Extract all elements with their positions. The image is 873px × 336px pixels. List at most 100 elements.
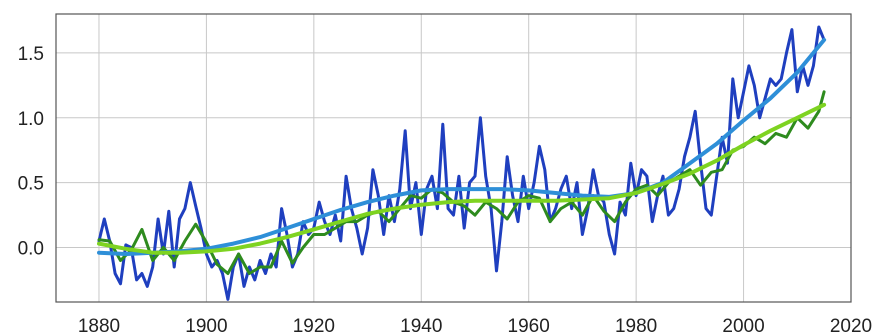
blue-annual-point <box>292 266 294 268</box>
blue-annual-point <box>125 244 127 246</box>
green-trend-point <box>152 252 154 254</box>
green-smoothed-point <box>549 221 551 223</box>
y-tick-label: 0.0 <box>18 239 44 260</box>
blue-annual-point <box>120 283 122 285</box>
blue-annual-point <box>463 227 465 229</box>
blue-trend-point <box>528 190 530 192</box>
blue-annual-point <box>335 214 337 216</box>
blue-annual-point <box>431 175 433 177</box>
blue-annual-point <box>356 227 358 229</box>
green-smoothed-point <box>775 133 777 135</box>
green-smoothed-point <box>388 221 390 223</box>
green-trend-point <box>796 117 798 119</box>
green-trend-point <box>743 144 745 146</box>
green-trend-point <box>770 130 772 132</box>
green-smoothed-point <box>302 247 304 249</box>
blue-annual-point <box>630 162 632 164</box>
green-smoothed-point <box>141 229 143 231</box>
green-smoothed-point <box>335 227 337 229</box>
blue-annual-point <box>372 169 374 171</box>
green-smoothed-point <box>120 260 122 262</box>
blue-annual-point <box>200 227 202 229</box>
green-trend-point <box>394 208 396 210</box>
blue-trend-point <box>501 188 503 190</box>
blue-annual-point <box>813 65 815 67</box>
blue-annual-point <box>759 117 761 119</box>
blue-trend-point <box>743 120 745 122</box>
blue-annual-point <box>490 208 492 210</box>
green-smoothed-point <box>807 127 809 129</box>
blue-annual-point <box>367 227 369 229</box>
blue-annual-point <box>184 208 186 210</box>
blue-annual-point <box>458 175 460 177</box>
blue-annual-point <box>168 210 170 212</box>
blue-annual-point <box>318 201 320 203</box>
blue-annual-point <box>474 175 476 177</box>
blue-annual-point <box>700 162 702 164</box>
blue-annual-point <box>211 266 213 268</box>
blue-annual-point <box>104 218 106 220</box>
green-trend-point <box>582 199 584 201</box>
blue-trend-point <box>259 236 261 238</box>
green-trend-point <box>716 160 718 162</box>
blue-annual-point <box>243 286 245 288</box>
blue-annual-point <box>684 156 686 158</box>
blue-annual-point <box>404 130 406 132</box>
green-smoothed-point <box>259 266 261 268</box>
green-trend-point <box>313 229 315 231</box>
blue-annual-point <box>383 234 385 236</box>
blue-annual-point <box>275 266 277 268</box>
blue-annual-point <box>195 205 197 207</box>
blue-annual-point <box>517 221 519 223</box>
green-trend-point <box>823 104 825 106</box>
plot-frame <box>55 13 852 303</box>
series-line-3 <box>97 37 827 256</box>
blue-annual-point <box>582 234 584 236</box>
green-smoothed-point <box>474 214 476 216</box>
green-trend-point <box>662 183 664 185</box>
blue-annual-point <box>625 214 627 216</box>
blue-annual-point <box>485 175 487 177</box>
blue-annual-point <box>394 221 396 223</box>
blue-annual-point <box>539 146 541 148</box>
blue-annual-point <box>775 85 777 87</box>
blue-annual-point <box>281 208 283 210</box>
blue-annual-point <box>254 279 256 281</box>
blue-annual-point <box>651 221 653 223</box>
green-smoothed-point <box>152 260 154 262</box>
blue-annual-point <box>329 234 331 236</box>
blue-annual-point <box>469 182 471 184</box>
y-tick-label: 1.0 <box>18 109 44 130</box>
blue-trend-point <box>394 195 396 197</box>
blue-trend-point <box>689 162 691 164</box>
green-smoothed-point <box>227 273 229 275</box>
blue-annual-point <box>743 91 745 93</box>
green-trend-point <box>232 248 234 250</box>
green-smoothed-point <box>506 218 508 220</box>
green-smoothed-point <box>270 266 272 268</box>
blue-annual-point <box>668 214 670 216</box>
green-smoothed-point <box>635 188 637 190</box>
green-trend-point <box>340 221 342 223</box>
blue-annual-point <box>748 65 750 67</box>
green-smoothed-point <box>657 195 659 197</box>
blue-annual-point <box>786 52 788 54</box>
green-smoothed-point <box>646 184 648 186</box>
blue-annual-point <box>662 175 664 177</box>
blue-annual-point <box>555 208 557 210</box>
blue-annual-point <box>694 110 696 112</box>
blue-annual-point <box>136 279 138 281</box>
x-tick-label: 1880 <box>78 316 120 336</box>
blue-annual-point <box>189 182 191 184</box>
blue-annual-point <box>770 78 772 80</box>
blue-annual-point <box>619 201 621 203</box>
blue-annual-point <box>818 26 820 28</box>
green-trend-point <box>689 173 691 175</box>
blue-annual-point <box>222 273 224 275</box>
blue-annual-point <box>270 253 272 255</box>
blue-annual-point <box>399 188 401 190</box>
blue-annual-point <box>807 85 809 87</box>
x-tick-label: 1980 <box>615 316 657 336</box>
blue-annual-point <box>523 175 525 177</box>
